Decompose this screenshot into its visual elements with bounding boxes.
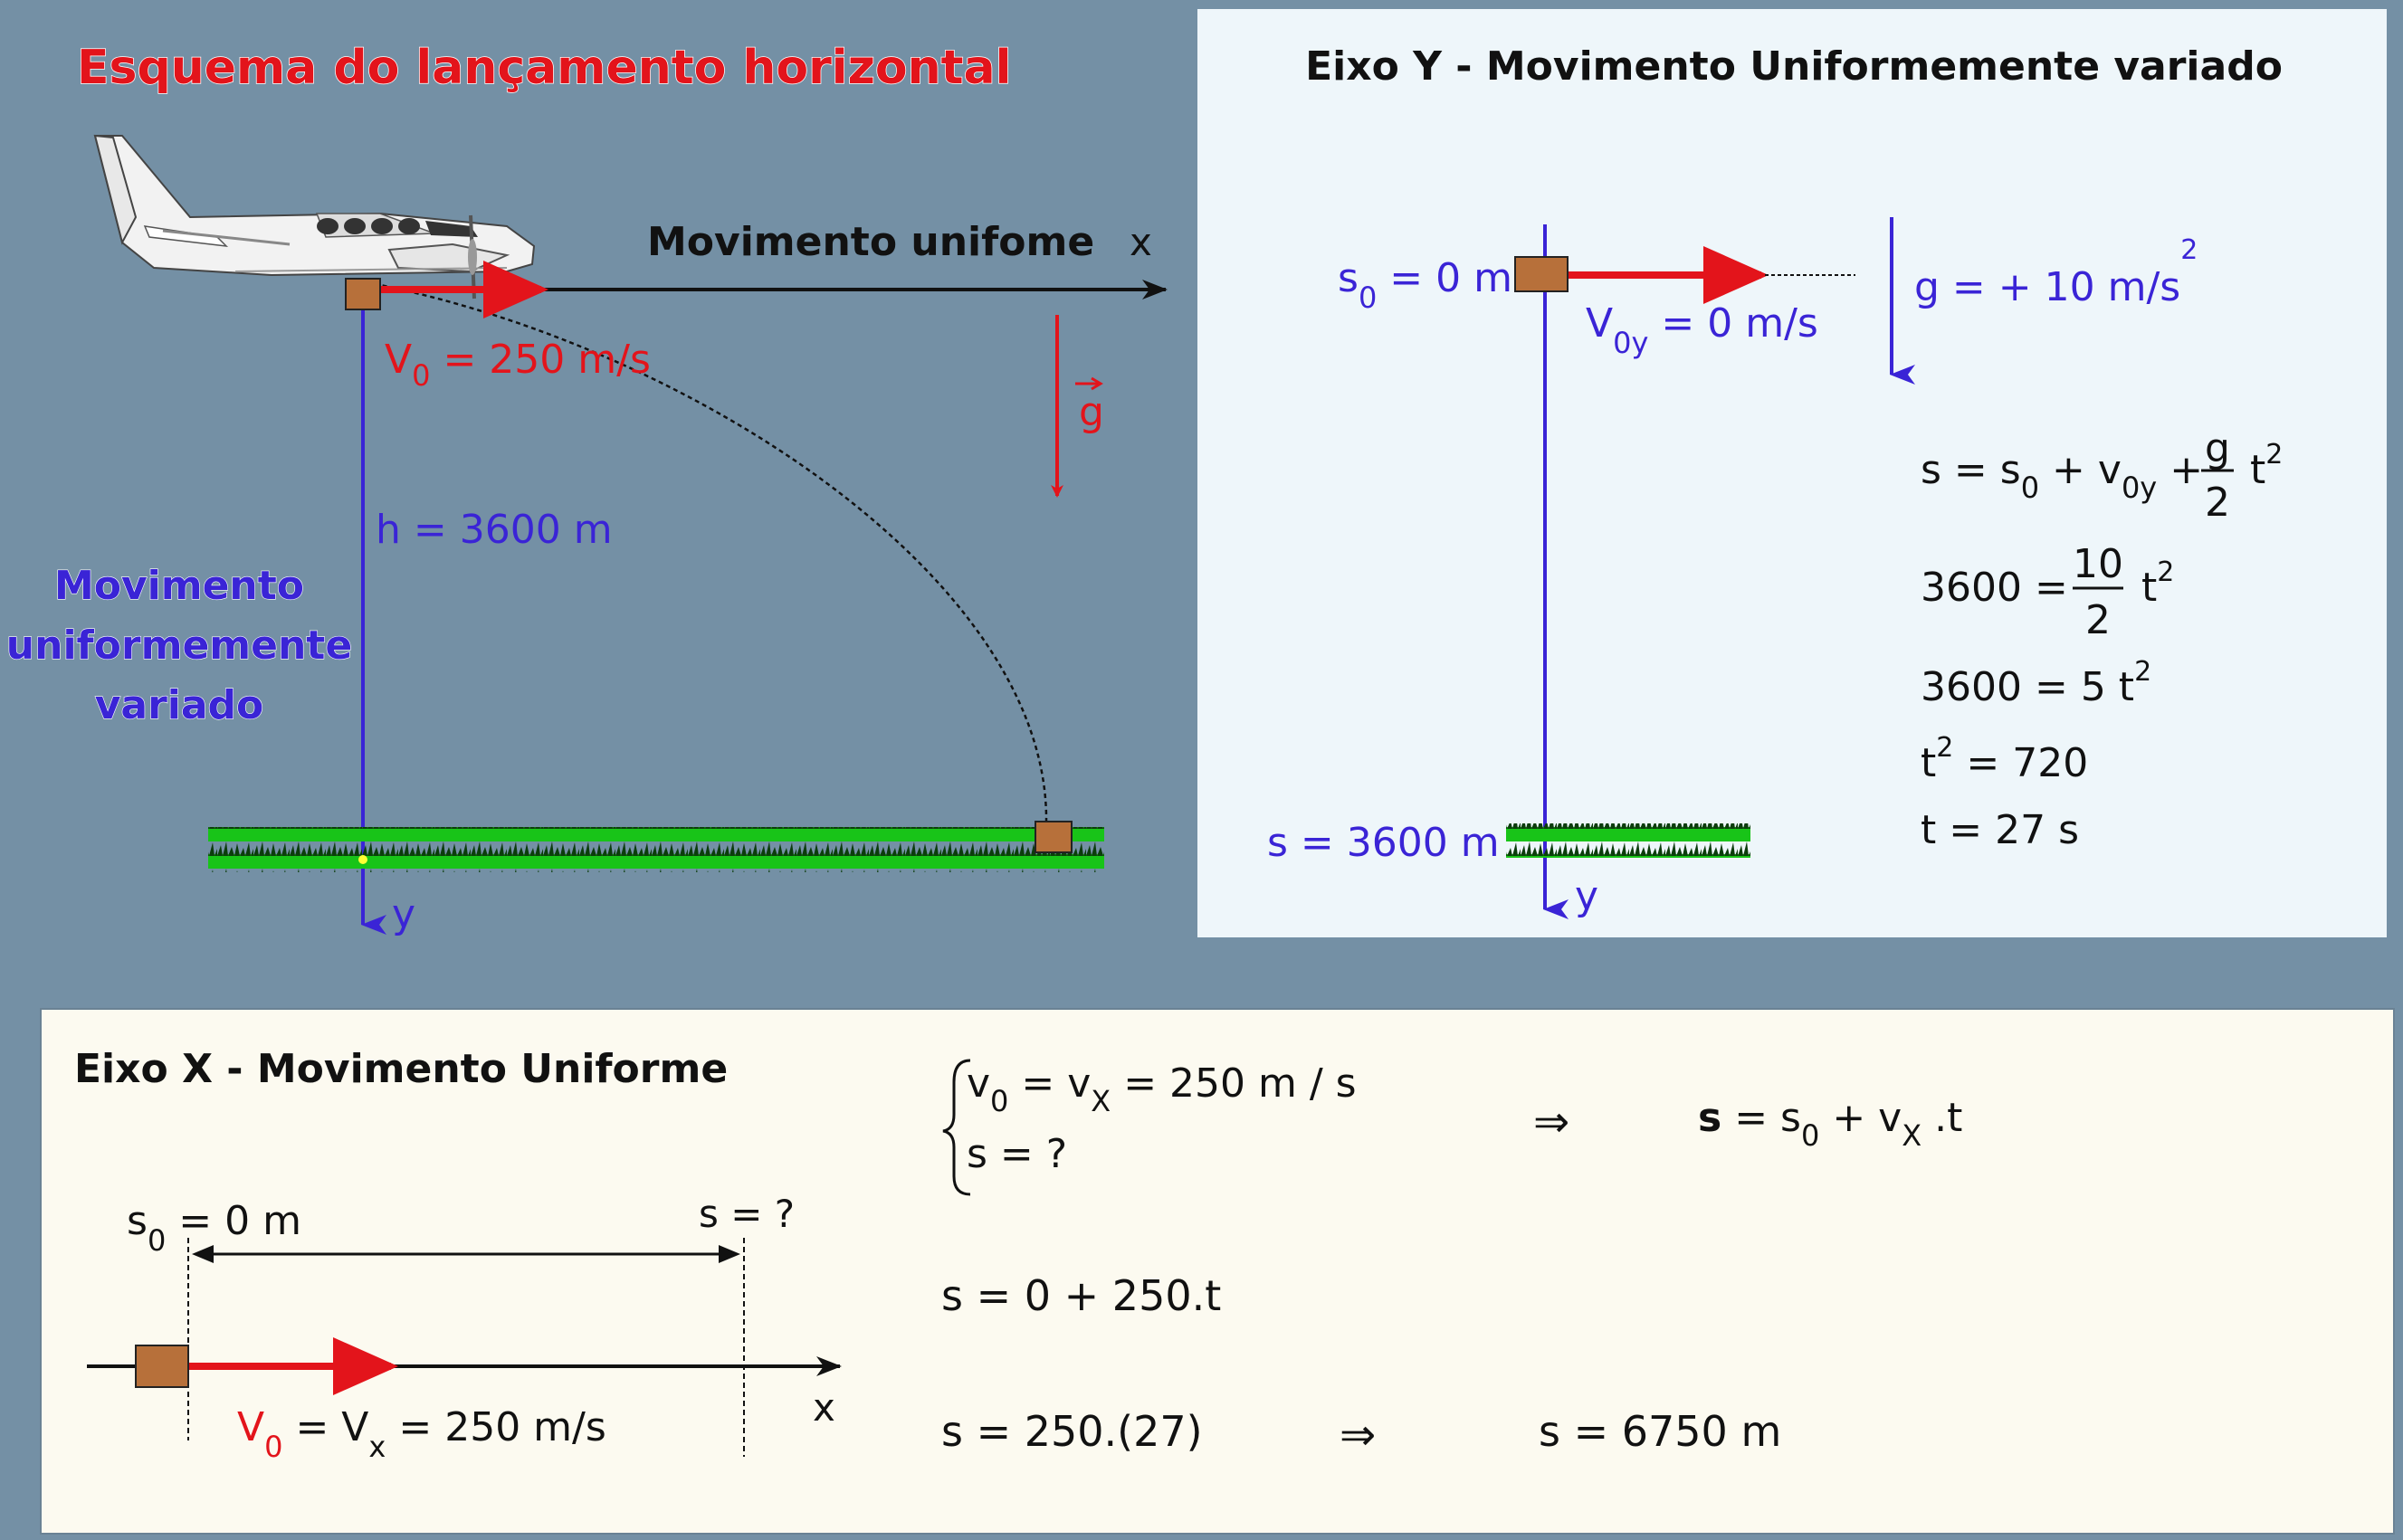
panel-x-block xyxy=(135,1345,189,1388)
muv-label-line3: variado xyxy=(95,682,264,728)
panel-x-axis-label: x xyxy=(813,1385,835,1430)
panel-y-grass xyxy=(1506,823,1750,858)
panel-x-v0-label: V0 = Vx = 250 m/s xyxy=(237,1404,606,1464)
impact-point xyxy=(358,855,367,864)
muv-label-line1: Movimento xyxy=(54,563,304,609)
muv-label-line2: uniformemente xyxy=(6,623,352,669)
panel-x-distance-left-head xyxy=(192,1245,214,1263)
brown-block xyxy=(345,278,381,310)
g-vector-head xyxy=(1091,376,1103,391)
system-line1: v0 = vX = 250 m / s xyxy=(967,1060,1357,1118)
panel-y: Eixo Y - Movimento Uniformemente variado… xyxy=(1197,9,2387,937)
panel-y-s0-label: s0 = 0 m xyxy=(1338,255,1512,315)
scheme-section: Esquema do lançamento horizontal Movimen… xyxy=(5,40,1168,937)
panel-y-s-bottom: s = 3600 m xyxy=(1267,820,1500,866)
eq2: 3600 = xyxy=(1921,565,2068,611)
panel-x-background xyxy=(40,1008,2395,1535)
panel-x-s0-label: s0 = 0 m xyxy=(127,1198,301,1258)
implies-arrow-1: ⇒ xyxy=(1533,1097,1569,1147)
panel-y-background xyxy=(1197,9,2387,937)
panel-x-s-question: s = ? xyxy=(699,1192,795,1236)
height-label: h = 3600 m xyxy=(376,507,613,553)
panel-y-block xyxy=(1514,256,1569,292)
implies-arrow-2: ⇒ xyxy=(1340,1410,1376,1460)
airplane-icon xyxy=(93,134,536,299)
panel-y-title: Eixo Y - Movimento Uniformemente variado xyxy=(1305,43,2283,90)
eq1-t: t2 xyxy=(2250,439,2283,493)
eq1-frac-num: g xyxy=(2205,425,2230,471)
substitution-line: s = 0 + 250.t xyxy=(941,1271,1221,1320)
result-line: s = 6750 m xyxy=(1539,1407,1781,1456)
y-axis-label: y xyxy=(392,891,415,937)
panel-y-equations: s = s0 + v0y + g 2 t2 3600 = 10 2 t2 360… xyxy=(1921,425,2283,853)
panel-y-axis-label: y xyxy=(1575,873,1598,919)
eq2-t: t2 xyxy=(2141,556,2174,611)
x-motion-label: Movimento unifome xyxy=(647,219,1094,265)
eq1-frac-den: 2 xyxy=(2205,480,2230,526)
eq5: t = 27 s xyxy=(1921,807,2079,853)
panel-y-g-label: g = + 10 m/s2 xyxy=(1914,234,2198,310)
uniform-motion-equation: s = s0 + vX .t xyxy=(1698,1095,1962,1153)
eq4: t2 = 720 xyxy=(1921,732,2088,786)
system-brace xyxy=(942,1059,971,1196)
panel-x: Eixo X - Movimento Uniforme s0 = 0 m s =… xyxy=(40,1008,2395,1535)
x-axis-label: x xyxy=(1130,220,1152,264)
g-label: g xyxy=(1079,389,1104,435)
v0-label: V0 = 250 m/s xyxy=(385,337,651,393)
panel-x-distance-right-head xyxy=(719,1245,740,1263)
eq1: s = s0 + v0y + xyxy=(1921,447,2203,505)
panel-y-v0y-label: V0y = 0 m/s xyxy=(1586,300,1818,360)
eq3: 3600 = 5 t2 xyxy=(1921,656,2151,710)
eq2-frac-den: 2 xyxy=(2085,597,2111,643)
trajectory-path xyxy=(366,280,1048,824)
system-line2: s = ? xyxy=(967,1131,1067,1177)
eq2-frac-num: 10 xyxy=(2073,541,2123,587)
scheme-title: Esquema do lançamento horizontal xyxy=(77,41,1011,95)
landed-block xyxy=(1035,821,1073,853)
calculation-line: s = 250.(27) xyxy=(941,1407,1203,1456)
panel-x-title: Eixo X - Movimento Uniforme xyxy=(74,1046,728,1092)
grass-strip xyxy=(208,827,1104,872)
